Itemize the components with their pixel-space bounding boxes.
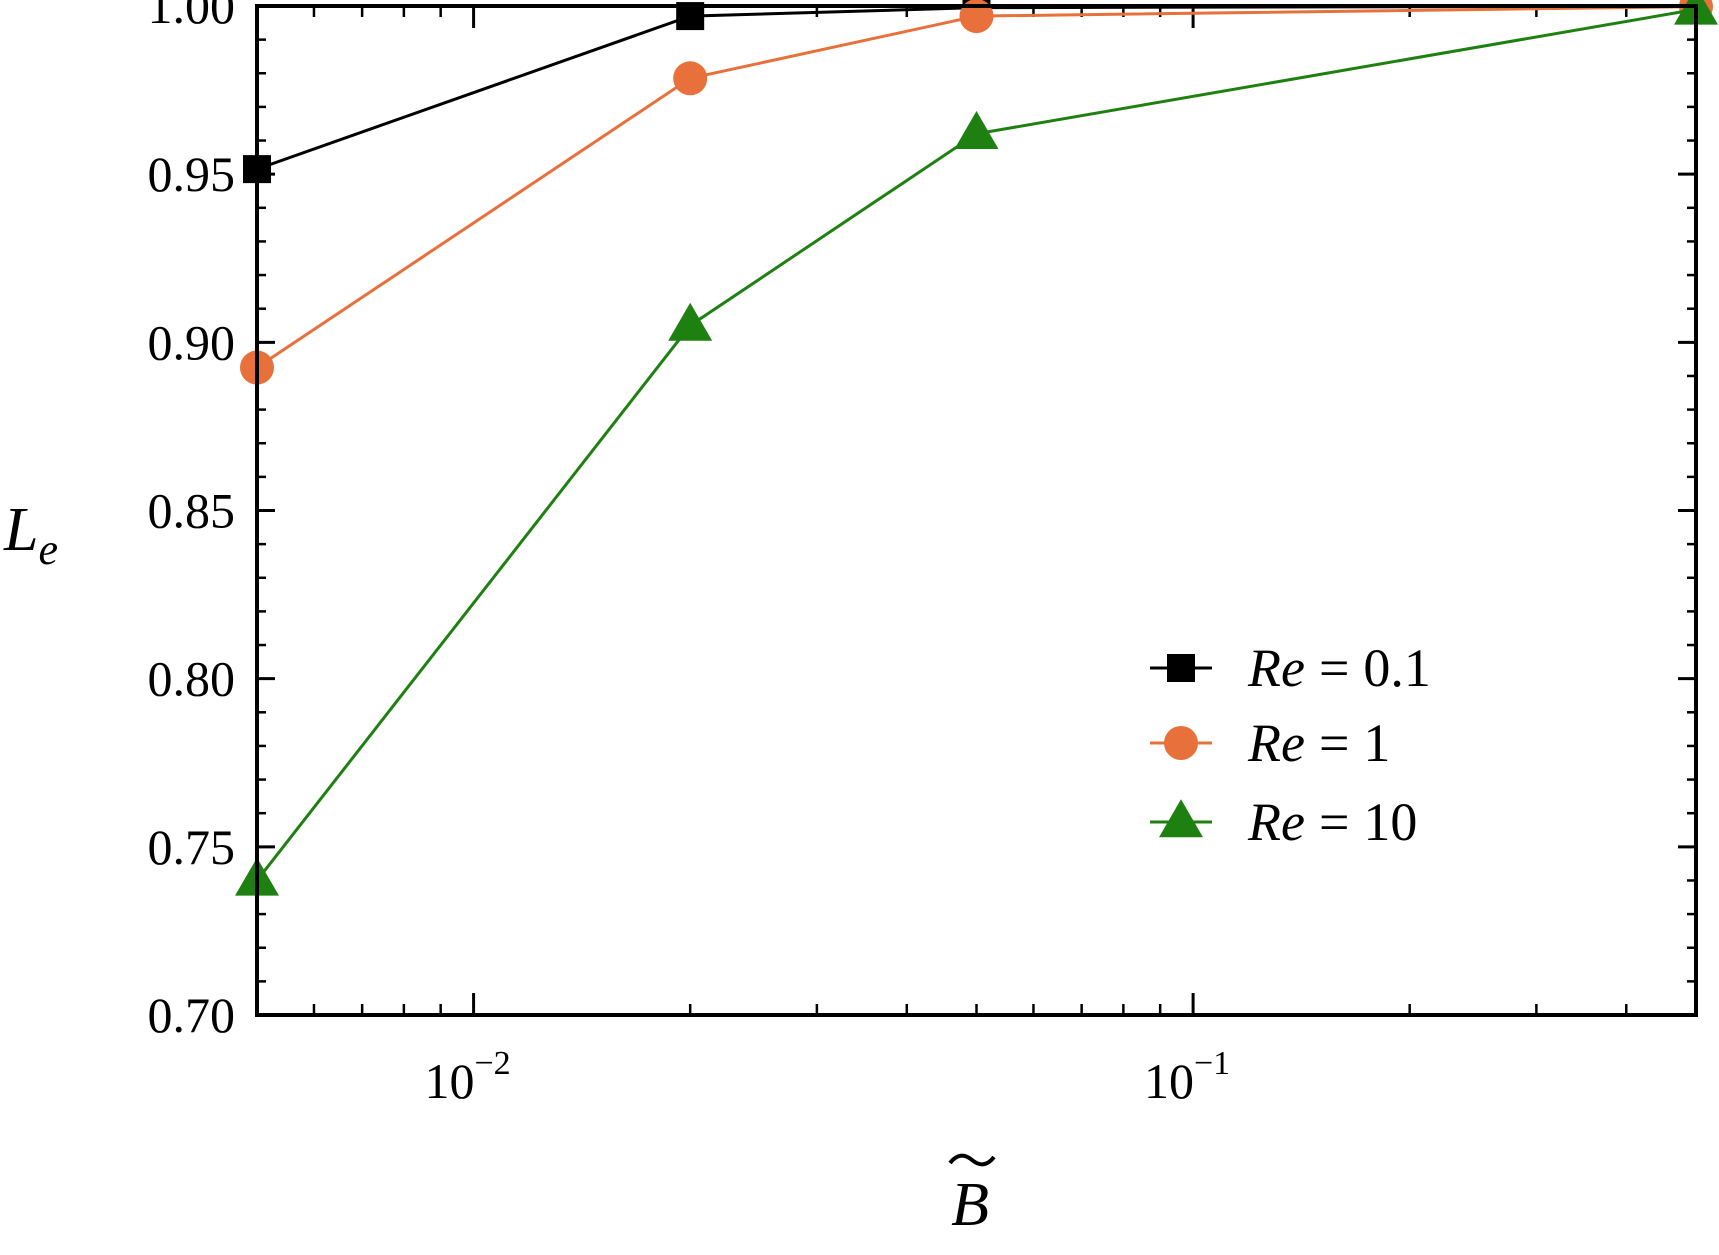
y-axis-label-subscript: e xyxy=(38,525,58,574)
series-1 xyxy=(240,0,1713,385)
data-point xyxy=(673,61,708,96)
y-tick-label: 1.00 xyxy=(148,0,236,34)
x-axis-label: B xyxy=(951,1171,989,1239)
y-axis-label: Le xyxy=(3,496,58,574)
x-tick-label: 10−2 xyxy=(424,1045,510,1109)
legend-marker xyxy=(1164,726,1198,760)
series-line xyxy=(256,5,1697,369)
x-axis-label-tilde xyxy=(948,1153,996,1167)
plot-frame xyxy=(255,4,1698,1017)
legend-entry: Re = 10 xyxy=(1150,792,1417,852)
legend-entry: Re = 0.1 xyxy=(1150,638,1431,698)
data-point xyxy=(668,302,713,341)
legend-label: Re = 10 xyxy=(1247,792,1417,852)
legend-marker xyxy=(1167,654,1195,682)
series-line xyxy=(255,7,1697,882)
legend-label: Re = 1 xyxy=(1247,713,1390,773)
y-tick-label: 0.80 xyxy=(148,651,236,707)
minor-ticks xyxy=(255,4,1698,1017)
major-ticks xyxy=(257,4,1696,1017)
y-tick-label: 0.75 xyxy=(148,819,236,875)
y-tick-label: 0.95 xyxy=(148,146,236,202)
y-tick-label: 0.70 xyxy=(148,987,236,1043)
legend-marker xyxy=(1159,799,1203,838)
series-layer xyxy=(235,0,1718,896)
legend: Re = 0.1 Re = 1 Re = 10 xyxy=(1150,638,1431,852)
series-2 xyxy=(235,0,1718,896)
legend-entry: Re = 1 xyxy=(1150,713,1390,773)
data-point xyxy=(954,111,999,150)
y-tick-label: 0.90 xyxy=(148,314,236,370)
data-point xyxy=(959,0,994,34)
y-tick-labels: 0.70 0.75 0.80 0.85 0.90 0.95 1.00 xyxy=(148,0,236,1043)
legend-label: Re = 0.1 xyxy=(1247,638,1431,698)
y-tick-label: 0.85 xyxy=(148,483,236,539)
x-tick-labels: 10−2 10−1 xyxy=(424,1045,1230,1109)
x-tick-label: 10−1 xyxy=(1144,1045,1230,1109)
